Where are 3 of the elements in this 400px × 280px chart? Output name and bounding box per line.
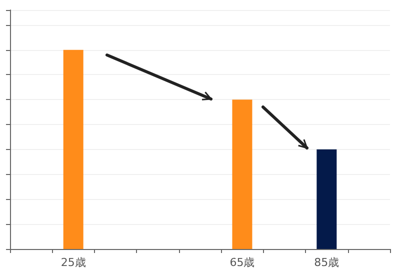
x-tick-label: 65歳	[230, 256, 255, 269]
x-tick-label: 85歳	[314, 256, 340, 269]
x-tick-label: 25歳	[60, 256, 86, 269]
